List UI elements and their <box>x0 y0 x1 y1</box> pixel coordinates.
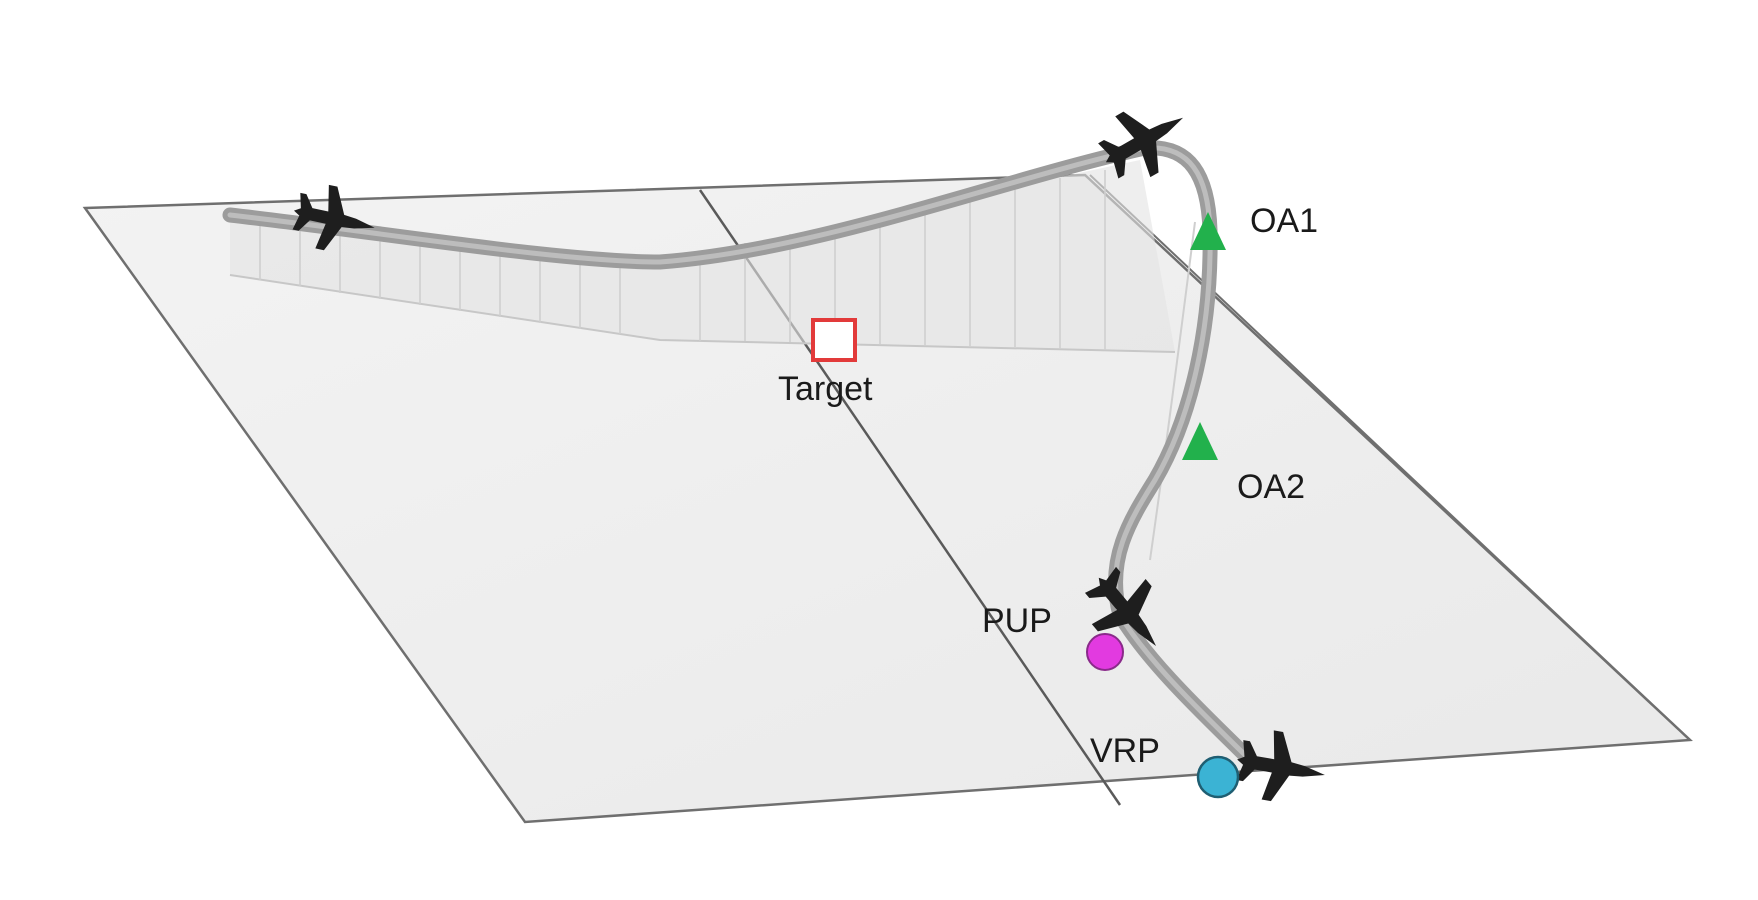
oa1-triangle-icon <box>1190 212 1226 250</box>
pup-label: PUP <box>982 602 1052 640</box>
oa2-label: OA2 <box>1237 468 1305 506</box>
ground-line-right <box>1089 174 1691 741</box>
target-marker-icon <box>811 318 857 362</box>
pup-circle-icon <box>1086 633 1124 671</box>
oa1-label: OA1 <box>1250 202 1318 240</box>
oa2-triangle-icon <box>1182 422 1218 460</box>
target-label: Target <box>778 370 873 408</box>
vrp-circle-icon <box>1196 755 1240 799</box>
vrp-label: VRP <box>1090 732 1160 770</box>
